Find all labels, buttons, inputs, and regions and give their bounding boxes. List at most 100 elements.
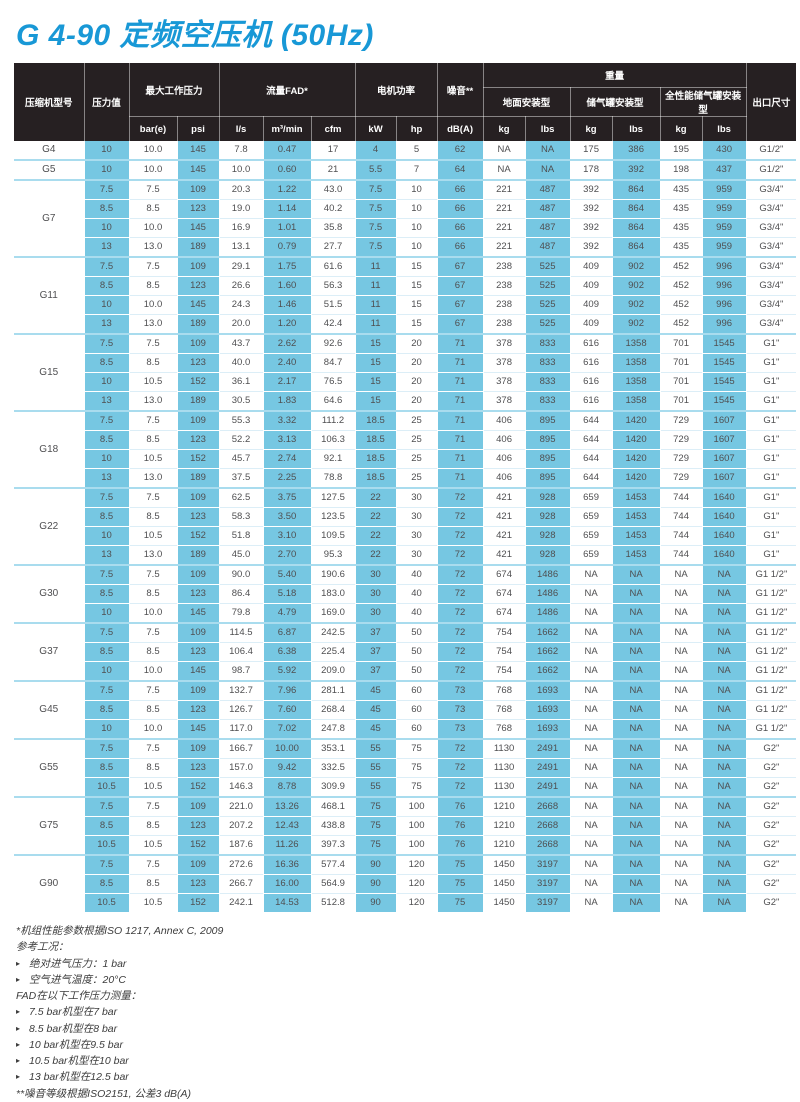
table-cell: 659: [570, 507, 613, 527]
table-cell: G1 1/2": [746, 700, 797, 720]
table-cell: 902: [611, 256, 661, 277]
table-cell: 10.5: [83, 893, 130, 913]
bullet-icon: ▸: [16, 958, 21, 968]
table-cell: 20: [396, 391, 438, 411]
table-cell: NA: [660, 642, 703, 662]
table-cell: 452: [660, 295, 703, 315]
table-cell: 123: [176, 276, 220, 296]
table-cell: 13.0: [129, 468, 177, 488]
table-cell: 40.0: [219, 353, 264, 373]
table-cell: 8.5: [129, 874, 177, 894]
table-cell: 928: [524, 545, 571, 566]
table-cell: 2491: [524, 777, 571, 798]
table-cell: 1486: [524, 603, 571, 624]
table-cell: 3.13: [262, 430, 312, 450]
table-cell: G1 1/2": [746, 642, 797, 662]
table-cell: 13.0: [129, 391, 177, 411]
table-cell: G1": [746, 468, 797, 488]
table-cell: 7.60: [262, 700, 312, 720]
table-cell: 701: [660, 353, 703, 373]
table-cell: 75: [354, 796, 397, 817]
table-cell: 1453: [611, 487, 661, 508]
note-line: ▸ 绝对进气压力：1 bar: [16, 957, 127, 970]
table-cell: G2": [746, 835, 797, 855]
table-cell: NA: [660, 622, 703, 643]
table-cell: 98.7: [219, 661, 264, 681]
table-cell: 86.4: [219, 584, 264, 604]
col-header-fad: 流量FAD*: [219, 63, 356, 117]
table-cell: 644: [570, 430, 613, 450]
table-cell: NA: [701, 874, 747, 894]
table-cell: 397.3: [311, 835, 356, 855]
unit-header-lbs-tank: lbs: [612, 116, 661, 141]
note-line: ▸ 7.5 bar机型在7 bar: [16, 1006, 118, 1019]
table-cell: 1640: [701, 545, 747, 566]
table-cell: 487: [524, 218, 571, 238]
table-cell: 644: [570, 410, 613, 431]
table-cell: 1486: [524, 564, 571, 585]
table-cell: NA: [570, 564, 613, 585]
table-cell: 30: [396, 545, 438, 565]
table-cell: 5.5: [354, 159, 397, 181]
table-cell: 674: [483, 603, 526, 623]
table-cell: 67: [436, 295, 484, 315]
table-cell: 72: [436, 661, 484, 682]
table-cell: 468.1: [311, 796, 356, 817]
table-cell: 30: [396, 487, 438, 508]
table-cell: 744: [660, 545, 703, 565]
table-cell: 10: [396, 218, 438, 238]
table-cell: 189: [176, 314, 220, 335]
table-row: 8.5 8.5 123 26.6 1.60 56.3 11 15 67 238 525 409 902 4…: [14, 276, 797, 296]
table-cell: 145: [176, 719, 220, 740]
table-cell: 109: [176, 854, 220, 875]
table-cell: NA: [611, 893, 661, 913]
table-cell: 189: [176, 391, 220, 412]
table-cell: 8.5: [83, 276, 130, 296]
table-cell: 833: [524, 353, 571, 373]
table-row: 8.5 8.5 123 86.4 5.18 183.0 30 40 72 674 1486 NA NA N…: [14, 584, 797, 604]
table-cell: 90.0: [219, 564, 264, 585]
table-cell: 18.5: [354, 449, 397, 469]
table-cell: 22: [354, 507, 397, 527]
table-cell: 10.5: [129, 449, 177, 469]
table-cell: 8.78: [262, 777, 312, 798]
table-cell: 109: [176, 256, 220, 277]
table-cell: 487: [524, 179, 571, 200]
table-cell: 659: [570, 545, 613, 565]
table-cell: G1/2": [746, 159, 797, 180]
table-cell: 238: [483, 276, 526, 296]
table-cell: 268.4: [311, 700, 356, 720]
table-cell: NA: [570, 777, 613, 797]
table-row: 10.5 10.5 152 187.6 11.26 397.3 75 100 76 1210 266…: [14, 835, 797, 856]
table-cell: 10: [83, 159, 130, 181]
table-cell: 8.5: [83, 642, 130, 662]
table-cell: 10: [83, 661, 130, 682]
table-cell: NA: [701, 719, 747, 740]
table-row: G55 7.5 7.5 109 166.7 10.00 353.1 55 75 72 1130 249…: [14, 738, 797, 797]
table-cell: G1": [746, 545, 797, 565]
table-cell: NA: [570, 796, 613, 817]
table-cell: G1": [746, 410, 797, 431]
table-cell: 72: [436, 738, 484, 759]
table-cell: 90: [354, 893, 397, 913]
table-cell: 76: [436, 816, 484, 836]
table-cell: 25: [396, 468, 438, 488]
table-cell: 22: [354, 487, 397, 508]
table-cell: 27.7: [311, 237, 356, 257]
table-cell: 221: [483, 237, 526, 257]
spec-table: 压缩机型号 压力值 最大工作压力 流量FAD* 电机功率 噪音** 重量 出口尺…: [14, 63, 797, 913]
table-cell: 512.8: [311, 893, 356, 913]
table-cell: 7.5: [129, 564, 177, 585]
col-header-pressure: 压力值: [84, 63, 130, 141]
table-cell: NA: [611, 584, 661, 604]
table-cell: 16.36: [262, 854, 312, 875]
table-cell: 20.0: [219, 314, 264, 334]
table-cell: 66: [436, 237, 484, 258]
table-cell: 644: [570, 468, 613, 488]
table-cell: NA: [701, 835, 747, 856]
table-cell: 51.8: [219, 526, 264, 546]
table-cell: 4: [354, 141, 397, 161]
table-cell: 73: [436, 700, 484, 720]
table-row: 10 10.0 145 117.0 7.02 247.8 45 60 73 768 1693 NA NA…: [14, 719, 797, 740]
table-row: 13 13.0 189 30.5 1.83 64.6 15 20 71 378 833 616 1358…: [14, 391, 797, 412]
